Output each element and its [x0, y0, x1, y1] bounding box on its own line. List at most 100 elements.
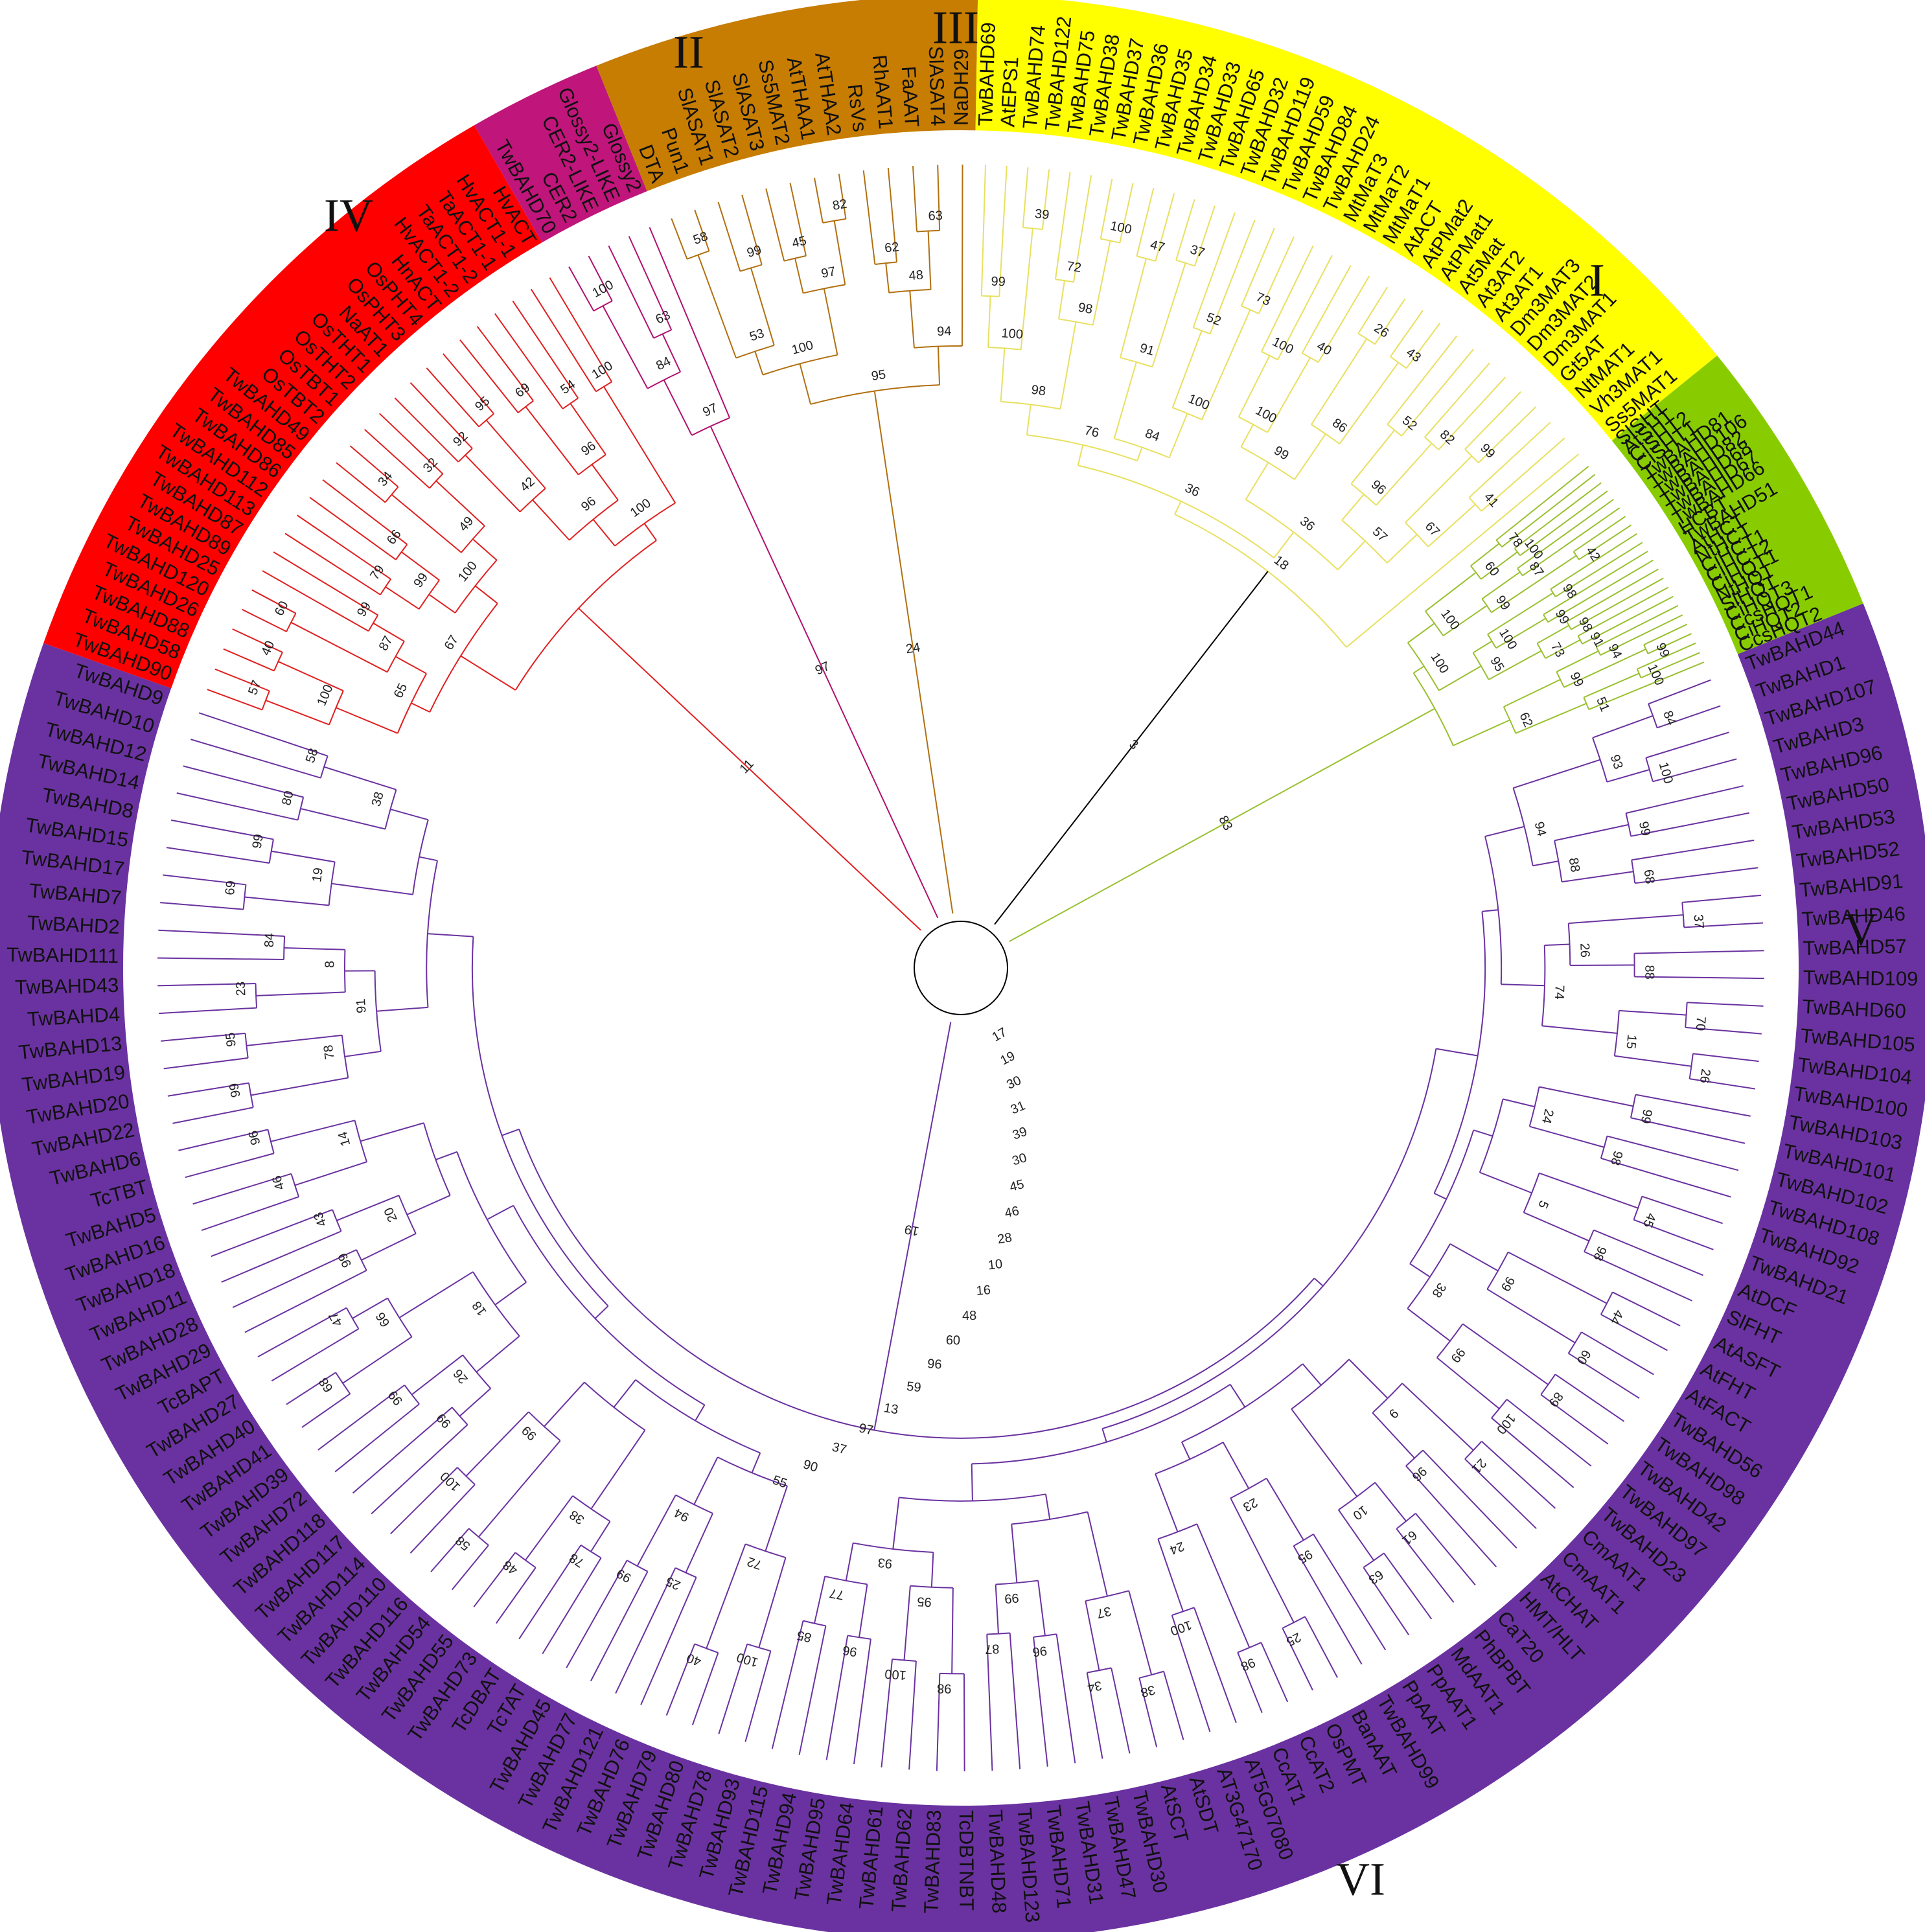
branch [1563, 649, 1646, 688]
branch [474, 585, 498, 604]
bootstrap-value: 95 [1295, 1547, 1315, 1566]
branch [1442, 604, 1488, 636]
bootstrap-value: 84 [654, 354, 673, 373]
clade-label-III: III [932, 2, 979, 54]
branch [998, 165, 1008, 297]
branch [1350, 430, 1396, 485]
branch-arc [1261, 351, 1278, 361]
branch [317, 1385, 405, 1451]
branch [1473, 1129, 1493, 1137]
branch-arc [478, 413, 494, 428]
branch [1544, 943, 1570, 947]
branch [1536, 625, 1569, 644]
bootstrap-value: 38 [369, 790, 387, 808]
leaf-label: TwBAHD111 [6, 943, 119, 967]
branch [937, 165, 941, 231]
branch-arc [1241, 305, 1260, 315]
branch [771, 1620, 804, 1749]
branch [309, 496, 397, 560]
leaf-label: TcDBTNBT [955, 1810, 978, 1911]
branch [549, 277, 613, 382]
bootstrap-value: 96 [1032, 1643, 1048, 1659]
branch [1643, 623, 1688, 646]
branch [1026, 404, 1032, 435]
branch [1484, 825, 1525, 837]
branch [1407, 1307, 1451, 1342]
branch [649, 227, 730, 419]
branch [1470, 543, 1500, 567]
branch [1000, 348, 1006, 402]
branch [373, 622, 405, 642]
branch [591, 464, 619, 501]
inner-support: 46 [1004, 1204, 1020, 1221]
bootstrap-value: 95 [472, 394, 492, 414]
bootstrap-value: 69 [513, 380, 533, 400]
branch [1020, 228, 1033, 350]
branch [1657, 705, 1721, 729]
tree-branches [157, 165, 1764, 1771]
bootstrap-value: 68 [1641, 869, 1657, 885]
bootstrap-value: 32 [421, 455, 441, 476]
inner-support: 37 [831, 1440, 848, 1458]
branch [1085, 1600, 1100, 1671]
branch-arc [1409, 1129, 1475, 1265]
bootstrap-value: 24 [1168, 1539, 1186, 1558]
branch [1584, 1251, 1692, 1302]
stem-support: 97 [813, 659, 832, 678]
branch [166, 847, 270, 864]
branch [643, 523, 657, 541]
branch [750, 268, 775, 346]
branch [1434, 1192, 1447, 1200]
branch [912, 166, 918, 232]
branch [798, 1626, 827, 1755]
branch [1422, 1449, 1517, 1549]
branch [1087, 1512, 1108, 1596]
bootstrap-value: 44 [1607, 1307, 1626, 1327]
branch [1009, 1633, 1021, 1769]
branch [1100, 178, 1113, 239]
branch [813, 1576, 826, 1624]
bootstrap-value: 68 [316, 1375, 336, 1395]
branch [1464, 1458, 1537, 1530]
branch [590, 1521, 611, 1552]
branch [1600, 614, 1683, 656]
bootstrap-value: 37 [1188, 242, 1206, 260]
branch [1054, 172, 1071, 280]
branch [1313, 1534, 1387, 1651]
bootstrap-value: 96 [842, 1642, 858, 1659]
branch [1436, 1048, 1478, 1057]
branch [1529, 1125, 1605, 1148]
branch [256, 991, 345, 996]
branch-arc [384, 486, 399, 503]
branch [590, 1429, 646, 1510]
branch [1495, 466, 1589, 541]
bootstrap-value: 5 [1535, 1199, 1551, 1210]
bootstrap-value: 88 [1642, 965, 1656, 979]
branch [789, 183, 807, 257]
bootstrap-value: 94 [937, 324, 952, 339]
bootstrap-value: 23 [234, 982, 249, 996]
bootstrap-value: 100 [884, 1666, 907, 1683]
bootstrap-value: 98 [1608, 1149, 1625, 1167]
branch-arc [1436, 1323, 1464, 1359]
branch [697, 255, 737, 358]
branch [232, 628, 283, 653]
bootstrap-value: 34 [1086, 1678, 1103, 1695]
branch [662, 334, 681, 373]
branch [980, 165, 987, 296]
branch [1532, 860, 1559, 867]
branch-arc [674, 1567, 697, 1578]
bootstrap-value: 26 [451, 1366, 471, 1386]
bootstrap-value: 25 [663, 1574, 682, 1593]
branch [1304, 1616, 1339, 1678]
branch [691, 1652, 719, 1726]
inner-support: 10 [987, 1257, 1004, 1272]
branch [1171, 1615, 1211, 1732]
branch [825, 1635, 849, 1760]
branch [459, 339, 519, 413]
branch [1635, 1094, 1751, 1117]
bootstrap-value: 76 [1083, 423, 1101, 440]
bootstrap-value: 66 [384, 527, 404, 547]
branch [754, 351, 764, 375]
branch-arc [847, 1635, 871, 1640]
